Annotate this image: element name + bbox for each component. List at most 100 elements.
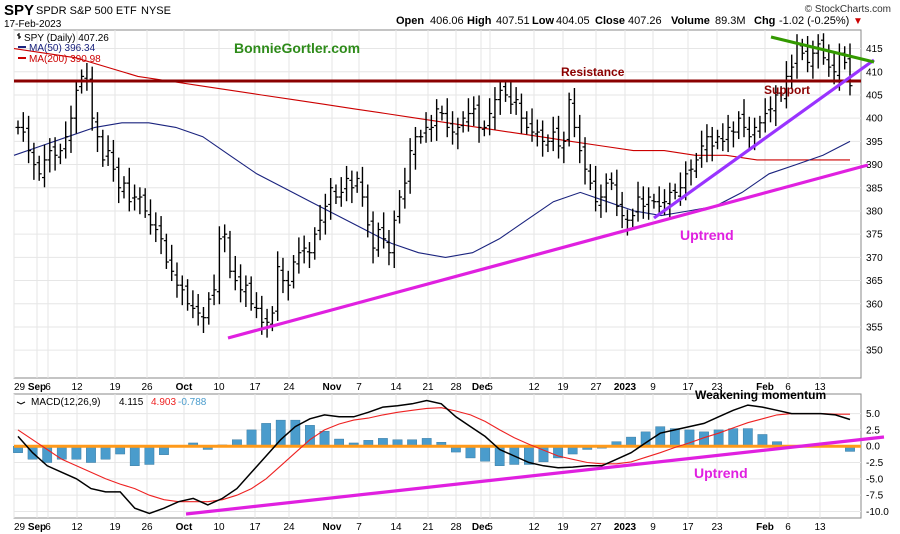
macd-histogram-bar	[655, 426, 666, 447]
macd-x-tick-label: 13	[814, 522, 826, 533]
ohlc-bar	[137, 187, 143, 215]
price-x-tick-label: Feb	[756, 382, 774, 393]
ohlc-bar	[328, 178, 334, 220]
watermark: © StockCharts.com	[805, 4, 891, 15]
ohlc-bar	[847, 43, 853, 96]
ohlc-bar	[301, 235, 307, 264]
ohlc-bar	[333, 184, 339, 204]
ticker-name: SPDR S&P 500 ETF	[36, 5, 137, 17]
ohlc-bar	[508, 81, 514, 114]
price-x-tick-label: 9	[650, 382, 656, 393]
ohlc-bar	[291, 255, 297, 289]
price-x-tick-label: 28	[450, 382, 462, 393]
support-annotation: Support	[764, 83, 810, 97]
macd-y-tick-label: -10.0	[866, 507, 889, 518]
ohlc-bar	[126, 167, 132, 212]
price-x-tick-label: 13	[814, 382, 826, 393]
price-x-tick-label: 23	[711, 382, 723, 393]
price-legend: SPY (Daily) 407.26 MA(50) 396.34 MA(200)…	[17, 33, 109, 65]
ma50-legend-label: MA(50) 396.34	[29, 43, 96, 54]
uptrend-macd-annotation: Uptrend	[694, 465, 748, 481]
resistance-annotation: Resistance	[561, 65, 625, 79]
ohlc-bar	[344, 165, 350, 202]
ohlc-bar	[783, 61, 789, 109]
macd-panel-frame	[13, 393, 862, 519]
close-value: 407.26	[628, 15, 662, 27]
price-x-tick-label: 5	[487, 382, 493, 393]
ohlc-bar	[47, 138, 53, 173]
ohlc-bar	[571, 88, 577, 138]
price-y-tick-label: 360	[866, 299, 883, 310]
ohlc-bar	[481, 120, 487, 137]
ohlc-bar	[587, 164, 593, 191]
chart-date: 17-Feb-2023	[4, 19, 62, 30]
ohlc-bar	[296, 237, 302, 274]
ohlc-bar	[619, 191, 625, 229]
price-y-tick-label: 385	[866, 183, 883, 194]
macd-x-tick-label: Dec	[472, 522, 491, 533]
ohlc-bar	[407, 138, 413, 194]
price-x-tick-label: 6	[785, 382, 791, 393]
macd-x-tick-label: 6	[785, 522, 791, 533]
ohlc-bar	[709, 126, 715, 162]
price-panel: 350 355 360 365 370 375 380 385 390 395 400 405 410 4…	[13, 29, 883, 379]
ohlc-bar	[63, 121, 69, 159]
macd-histogram-bar	[640, 431, 651, 447]
ohlc-bar	[317, 204, 323, 241]
macd-y-tick-label: 0.0	[866, 442, 880, 453]
ohlc-bar	[609, 172, 615, 191]
ohlc-bar	[715, 129, 721, 150]
ohlc-bar	[450, 111, 456, 145]
ohlc-bar	[121, 176, 127, 199]
ohlc-bar	[216, 226, 222, 305]
ticker-exchange: NYSE	[141, 5, 171, 17]
ohlc-bar	[41, 144, 47, 188]
macd-x-tick-label: Feb	[756, 522, 774, 533]
price-y-tick-label: 355	[866, 322, 883, 333]
ohlc-bar	[768, 96, 774, 123]
author-annotation: BonnieGortler.com	[234, 40, 360, 56]
price-x-tick-label: Sep	[28, 382, 46, 393]
price-x-tick-label: 12	[71, 382, 83, 393]
price-y-tick-label: 365	[866, 276, 883, 287]
price-x-tick-label: 7	[356, 382, 362, 393]
macd-x-tick-label: 19	[109, 522, 121, 533]
open-value: 406.06	[430, 15, 464, 27]
price-x-tick-label: 6	[45, 382, 51, 393]
price-x-tick-label: 14	[390, 382, 402, 393]
ohlc-bar	[693, 152, 699, 179]
price-y-tick-label: 350	[866, 346, 883, 357]
macd-x-tick-label: 10	[213, 522, 225, 533]
ohlc-bar	[534, 119, 540, 147]
ohlc-bar	[513, 87, 519, 115]
ohlc-bar	[566, 92, 572, 147]
ohlc-bar	[577, 114, 583, 164]
ohlc-bar	[370, 211, 376, 264]
wedge-lower-line	[653, 58, 875, 220]
ohlc-bar	[116, 157, 122, 204]
low-label: Low	[532, 15, 554, 27]
ohlc-bar	[805, 36, 811, 73]
macd-histogram-bar	[246, 429, 257, 447]
ohlc-bar	[460, 111, 466, 133]
macd-x-tick-label: 14	[390, 522, 402, 533]
macd-x-tick-label: 28	[450, 522, 462, 533]
ohlc-bar	[227, 230, 233, 279]
ohlc-bar	[397, 190, 403, 224]
ohlc-bar	[545, 134, 551, 153]
ohlc-bar	[15, 120, 21, 135]
price-x-tick-label: 12	[528, 382, 540, 393]
price-x-tick-label: Oct	[176, 382, 193, 393]
ohlc-readout: Open 406.06 High 407.51 Low 404.05 Close…	[396, 15, 863, 27]
ohlc-bar	[598, 184, 604, 218]
ohlc-bar	[365, 184, 371, 238]
ohlc-bar	[439, 105, 445, 121]
macd-line	[17, 399, 851, 515]
macd-histogram-bar	[728, 428, 739, 447]
ohlc-bar	[561, 131, 567, 164]
ohlc-bar	[672, 183, 678, 200]
ohlc-bar	[815, 34, 821, 69]
ohlc-bar	[503, 79, 509, 102]
